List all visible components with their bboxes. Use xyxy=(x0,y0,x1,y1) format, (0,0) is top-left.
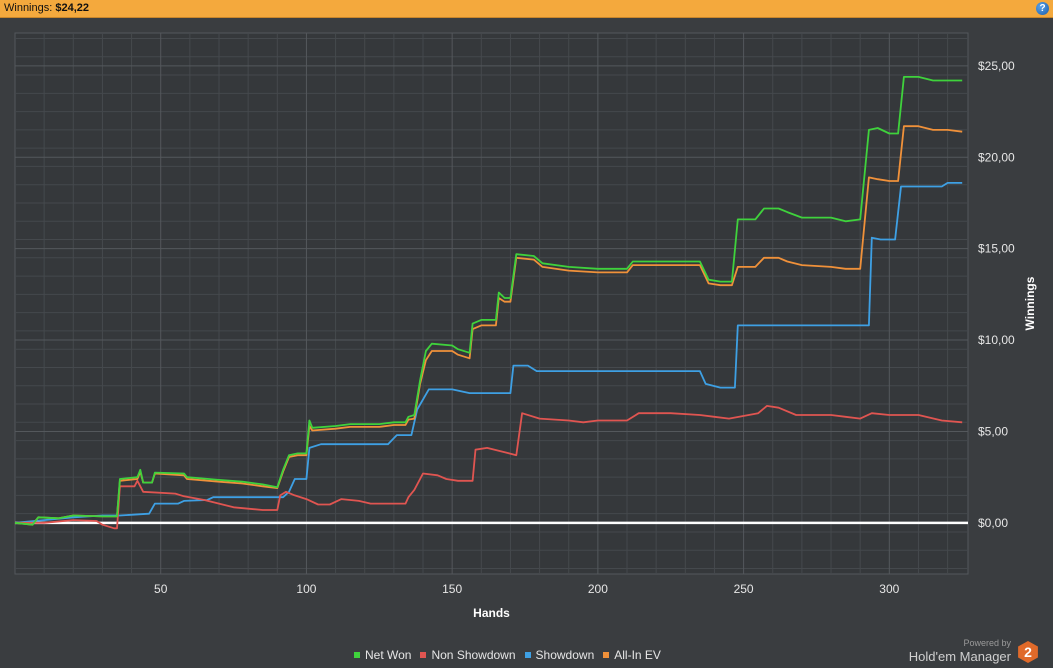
x-tick-label: 200 xyxy=(588,582,608,596)
x-tick-label: 50 xyxy=(154,582,168,596)
series-line-net-won xyxy=(14,76,963,526)
legend-label: Net Won xyxy=(365,648,412,662)
y-axis-title: Winnings xyxy=(1023,276,1037,330)
legend-label: Showdown xyxy=(535,648,595,662)
legend-label: All-In EV xyxy=(614,648,661,662)
y-tick-label: $5,00 xyxy=(978,424,1008,438)
plot-area xyxy=(14,32,969,575)
series-line-showdown xyxy=(14,182,963,524)
y-tick-label: $20,00 xyxy=(978,150,1015,164)
legend-swatch xyxy=(603,652,610,658)
series-line-non-showdown xyxy=(15,405,963,530)
legend-item-net-won[interactable]: Net Won xyxy=(354,648,411,662)
brand-badge: Powered by Hold'em Manager 2 xyxy=(899,638,1039,666)
winnings-value: $24,22 xyxy=(55,2,90,14)
legend-swatch xyxy=(420,652,427,658)
legend-item-non-showdown[interactable]: Non Showdown xyxy=(420,648,516,662)
hem2-logo-icon: 2 xyxy=(1018,641,1038,663)
legend-label: Non Showdown xyxy=(431,648,516,662)
winnings-label: Winnings: xyxy=(4,2,53,14)
chart-legend: Net Won Non Showdown Showdown All-In EV xyxy=(354,648,670,662)
series-line-all-in-ev xyxy=(14,125,963,526)
y-tick-label: $15,00 xyxy=(978,242,1015,256)
y-tick-label: $25,00 xyxy=(978,59,1015,73)
powered-by-text: Powered by xyxy=(963,638,1011,648)
legend-swatch xyxy=(354,652,360,658)
legend-swatch xyxy=(524,652,531,658)
header-bar: Winnings: $24,22 ? xyxy=(0,0,1053,18)
help-icon[interactable]: ? xyxy=(1036,2,1049,15)
x-tick-label: 100 xyxy=(296,582,316,596)
x-tick-label: 250 xyxy=(734,582,754,596)
x-axis-title: Hands xyxy=(473,606,510,620)
product-name: Hold'em Manager xyxy=(908,649,1011,664)
x-tick-label: 300 xyxy=(879,582,899,596)
legend-item-all-in-ev[interactable]: All-In EV xyxy=(603,648,661,662)
winnings-summary: Winnings: $24,22 xyxy=(4,2,89,14)
y-tick-label: $10,00 xyxy=(978,333,1015,347)
winnings-chart: 50 100 150 200 250 300 $0,00 $5,00 $10,00 $15,00 $… xyxy=(14,32,1037,620)
legend-item-showdown[interactable]: Showdown xyxy=(524,648,595,662)
x-tick-label: 150 xyxy=(442,582,462,596)
y-tick-label: $0,00 xyxy=(978,516,1008,530)
